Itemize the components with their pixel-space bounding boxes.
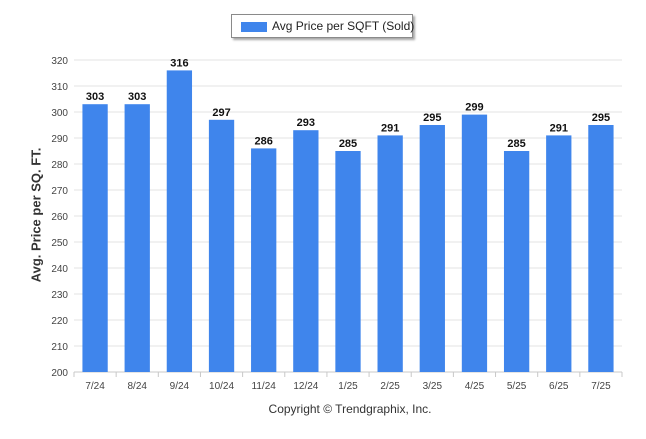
legend-label: Avg Price per SQFT (Sold) bbox=[272, 19, 415, 33]
bar bbox=[419, 125, 445, 372]
data-label: 291 bbox=[550, 122, 568, 134]
data-label: 295 bbox=[423, 112, 441, 124]
y-tick-label: 250 bbox=[51, 238, 68, 249]
y-tick-label: 210 bbox=[51, 342, 68, 353]
y-tick-label: 270 bbox=[51, 186, 68, 197]
data-label: 303 bbox=[128, 91, 146, 103]
x-tick-label: 6/25 bbox=[549, 381, 569, 392]
x-tick-label: 8/24 bbox=[127, 381, 147, 392]
data-label: 285 bbox=[507, 138, 525, 150]
x-tick-label: 3/25 bbox=[423, 381, 443, 392]
bar bbox=[546, 135, 572, 372]
bar bbox=[166, 70, 193, 373]
x-tick-label: 4/25 bbox=[465, 381, 485, 392]
x-tick-label: 12/24 bbox=[293, 381, 318, 392]
x-tick-label: 10/24 bbox=[209, 381, 234, 392]
x-tick-label: 2/25 bbox=[380, 381, 400, 392]
y-tick-label: 310 bbox=[51, 82, 68, 93]
y-tick-label: 300 bbox=[51, 108, 68, 119]
legend: Avg Price per SQFT (Sold) bbox=[231, 14, 415, 38]
data-label: 303 bbox=[86, 91, 104, 103]
y-axis-title: Avg. Price per SQ. FT. bbox=[28, 147, 44, 283]
legend-swatch bbox=[241, 22, 267, 32]
data-label: 291 bbox=[381, 122, 399, 134]
data-label: 297 bbox=[212, 107, 230, 119]
bar bbox=[208, 119, 235, 372]
data-label: 286 bbox=[255, 135, 273, 147]
bar bbox=[82, 104, 108, 372]
y-tick-label: 240 bbox=[51, 264, 68, 275]
x-tick-label: 5/25 bbox=[507, 381, 527, 392]
y-tick-label: 290 bbox=[51, 134, 68, 145]
data-label: 299 bbox=[465, 102, 483, 114]
x-tick-label: 11/24 bbox=[252, 381, 277, 392]
x-tick-label: 7/25 bbox=[591, 381, 611, 392]
bar bbox=[461, 114, 488, 372]
bar bbox=[588, 125, 614, 372]
bar bbox=[377, 135, 403, 372]
x-tick-label: 7/24 bbox=[85, 381, 105, 392]
data-label: 293 bbox=[297, 117, 315, 129]
x-tick-label: 1/25 bbox=[338, 381, 358, 392]
x-tick-label: 9/24 bbox=[170, 381, 190, 392]
y-tick-label: 200 bbox=[51, 368, 68, 379]
y-tick-label: 280 bbox=[51, 160, 68, 171]
y-tick-label: 260 bbox=[51, 212, 68, 223]
data-label: 316 bbox=[170, 57, 188, 69]
y-tick-label: 220 bbox=[51, 316, 68, 327]
bar bbox=[251, 148, 277, 372]
copyright-text: Copyright © Trendgraphix, Inc. bbox=[268, 402, 432, 416]
bar bbox=[335, 151, 361, 372]
y-tick-label: 230 bbox=[51, 290, 68, 301]
y-tick-label: 320 bbox=[51, 56, 68, 67]
bar bbox=[503, 151, 530, 372]
data-label: 285 bbox=[339, 138, 357, 150]
bar bbox=[293, 130, 319, 372]
data-label: 295 bbox=[592, 112, 610, 124]
bar bbox=[124, 104, 150, 372]
